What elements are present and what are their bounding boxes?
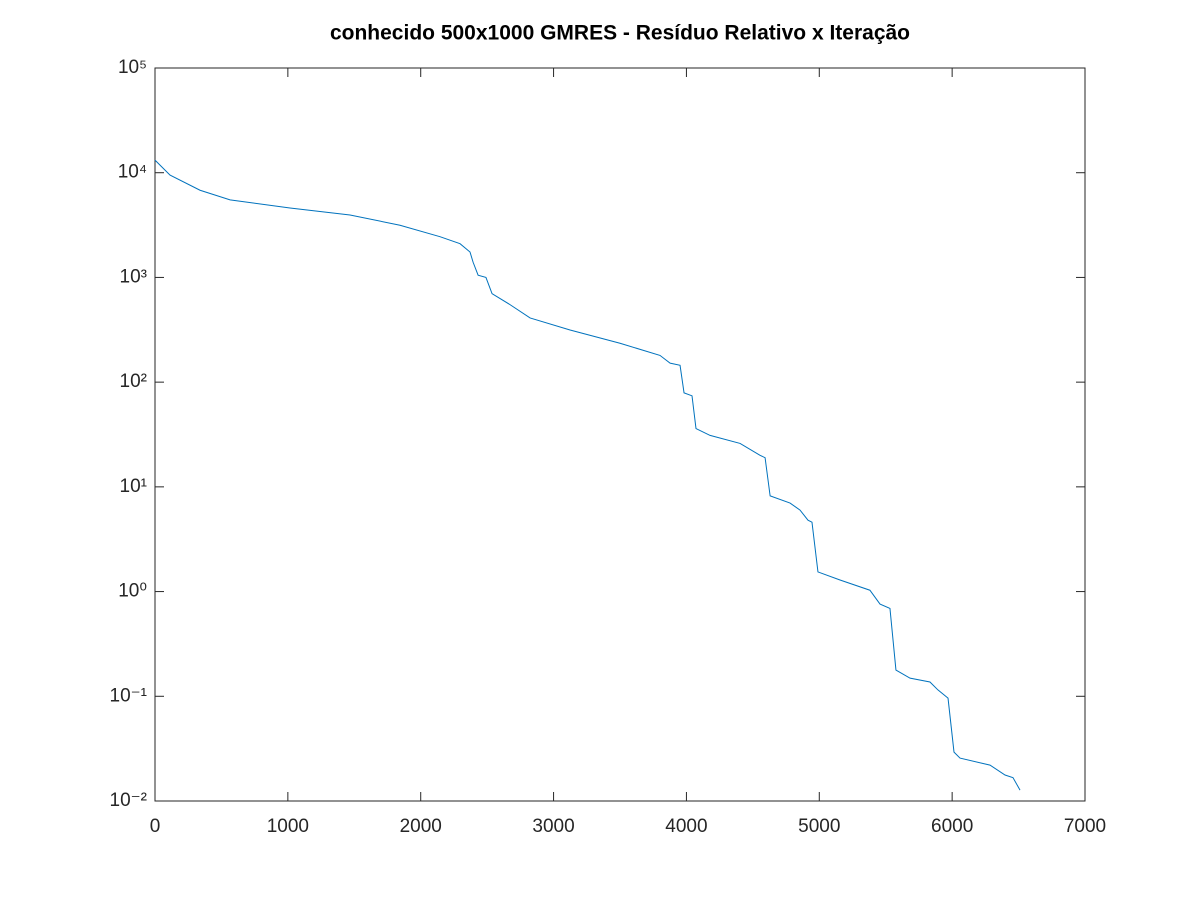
y-tick-label: 10⁻² <box>110 790 148 811</box>
x-tick-label: 3000 <box>532 816 574 837</box>
x-tick-label: 6000 <box>931 816 973 837</box>
chart-title: conhecido 500x1000 GMRES - Resíduo Relat… <box>330 22 910 45</box>
x-tick-label: 0 <box>150 816 161 837</box>
y-tick-label: 10¹ <box>120 476 147 497</box>
x-tick-label: 7000 <box>1064 816 1106 837</box>
y-tick-label: 10⁴ <box>118 162 147 183</box>
y-tick-label: 10⁵ <box>118 57 147 78</box>
x-tick-label: 5000 <box>798 816 840 837</box>
y-tick-label: 10⁻¹ <box>110 685 148 706</box>
y-tick-label: 10² <box>120 371 147 392</box>
line-series <box>154 159 1021 791</box>
plot-frame <box>154 67 1086 802</box>
x-tick-label: 2000 <box>400 816 442 837</box>
x-tick-label: 4000 <box>665 816 707 837</box>
y-tick-label: 10⁰ <box>118 581 147 602</box>
y-tick-label: 10³ <box>120 266 147 287</box>
x-tick-label: 1000 <box>267 816 309 837</box>
